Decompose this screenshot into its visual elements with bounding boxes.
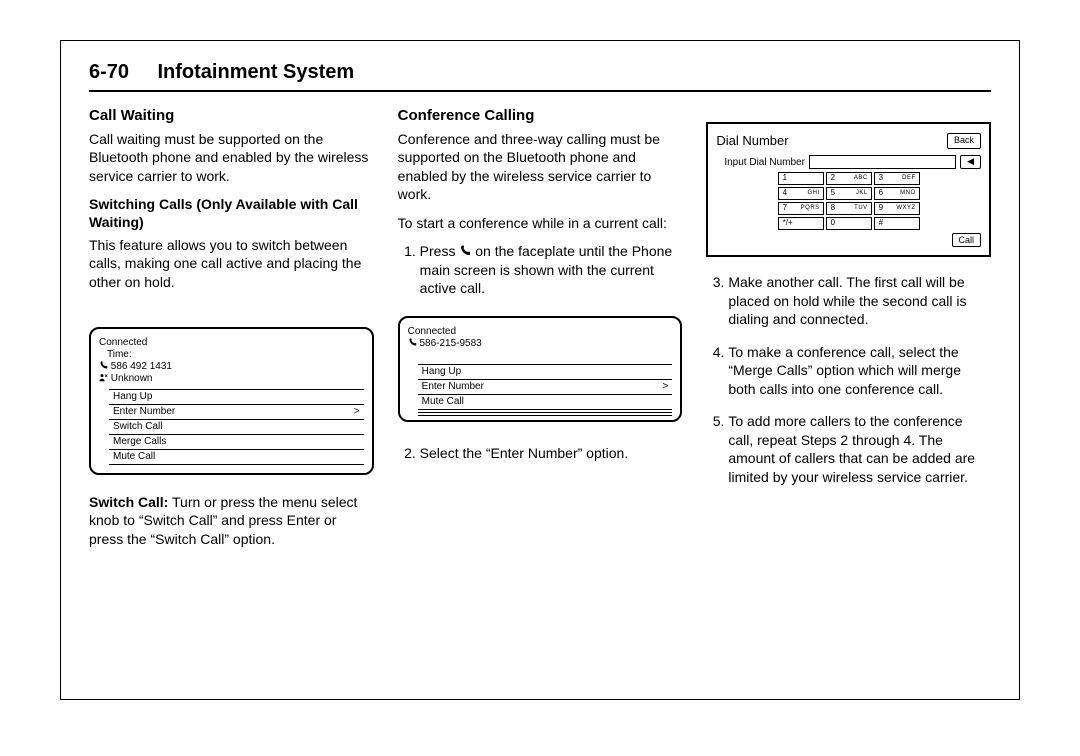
key-hash: #: [874, 217, 920, 230]
menu-mute-call: Mute Call: [418, 395, 673, 410]
chevron-right-icon: >: [354, 406, 360, 418]
status-line: Connected: [99, 337, 364, 349]
dial-title: Dial Number: [716, 132, 788, 149]
phone-number-2: 586-215-9583: [419, 338, 481, 349]
dial-header: Dial Number Back: [716, 132, 981, 149]
menu-enter-number: Enter Number>: [109, 405, 364, 420]
phone-button-icon: [459, 245, 471, 257]
key-7: 7PQRS: [778, 202, 824, 215]
para-call-waiting-intro: Call waiting must be supported on the Bl…: [89, 130, 374, 185]
menu-switch-call: Switch Call: [109, 420, 364, 435]
backspace-button: ◀: [960, 155, 981, 169]
page-number: 6-70: [89, 61, 129, 83]
para-switch-call-instr: Switch Call: Turn or press the menu sele…: [89, 493, 374, 548]
para-conference-intro: Conference and three-way calling must be…: [398, 130, 683, 204]
menu-list-2: Hang Up Enter Number> Mute Call: [418, 364, 673, 416]
time-line: Time:: [99, 349, 364, 361]
phone-number: 586 492 1431: [111, 361, 172, 372]
call-button: Call: [952, 233, 982, 247]
back-button: Back: [947, 133, 981, 149]
phone-icon: [408, 338, 417, 347]
menu-empty: [418, 413, 673, 416]
key-9: 9WXYZ: [874, 202, 920, 215]
heading-call-waiting: Call Waiting: [89, 106, 374, 126]
column-3: Dial Number Back Input Dial Number ◀ 1 2…: [706, 106, 991, 664]
column-2: Conference Calling Conference and three-…: [398, 106, 683, 664]
call-row: Call: [716, 234, 981, 247]
key-3: 3DEF: [874, 172, 920, 185]
key-star: */+: [778, 217, 824, 230]
key-0: 0: [826, 217, 872, 230]
steps-3-5: Make another call. The first call will b…: [706, 273, 991, 486]
page: 6-70 Infotainment System Call Waiting Ca…: [0, 0, 1080, 756]
input-field: [809, 155, 956, 169]
unknown-line: Unknown: [99, 373, 364, 385]
page-border: 6-70 Infotainment System Call Waiting Ca…: [60, 40, 1020, 700]
menu-list: Hang Up Enter Number> Switch Call Merge …: [109, 389, 364, 465]
column-1: Call Waiting Call waiting must be suppor…: [89, 106, 374, 664]
steps-2: Select the “Enter Number” option.: [398, 444, 683, 462]
step-3: Make another call. The first call will b…: [728, 273, 991, 328]
para-to-start: To start a conference while in a current…: [398, 214, 683, 232]
key-1: 1: [778, 172, 824, 185]
menu-hang-up: Hang Up: [418, 364, 673, 380]
keypad: 1 2ABC 3DEF 4GHI 5JKL 6MNO 7PQRS 8TUV: [774, 172, 924, 230]
input-row: Input Dial Number ◀: [716, 155, 981, 169]
status-line-2: Connected: [408, 326, 673, 338]
step-1: Press on the faceplate until the Phone m…: [420, 242, 683, 297]
heading-conference: Conference Calling: [398, 106, 683, 126]
menu-merge-calls: Merge Calls: [109, 435, 364, 450]
menu-enter-number: Enter Number>: [418, 380, 673, 395]
screenshot-connected-call: Connected Time: 586 492 1431 Unknown Han…: [89, 327, 374, 475]
step-5: To add more callers to the conference ca…: [728, 412, 991, 486]
key-8: 8TUV: [826, 202, 872, 215]
key-6: 6MNO: [874, 187, 920, 200]
unknown-label: Unknown: [111, 373, 153, 384]
phone-icon: [99, 361, 108, 370]
key-4: 4GHI: [778, 187, 824, 200]
section-title: Infotainment System: [157, 61, 354, 83]
number-line: 586 492 1431: [99, 361, 364, 373]
screenshot-enter-number: Connected 586-215-9583 Hang Up Enter Num…: [398, 316, 683, 422]
screenshot-dial-number: Dial Number Back Input Dial Number ◀ 1 2…: [706, 122, 991, 257]
number-line-2: 586-215-9583: [408, 338, 673, 350]
subhead-switching-calls: Switching Calls (Only Available with Cal…: [89, 195, 374, 231]
menu-hang-up: Hang Up: [109, 389, 364, 405]
step-4: To make a conference call, select the “M…: [728, 343, 991, 398]
page-header: 6-70 Infotainment System: [89, 61, 991, 92]
columns: Call Waiting Call waiting must be suppor…: [89, 106, 991, 664]
switch-call-label: Switch Call:: [89, 494, 168, 510]
input-label: Input Dial Number: [724, 156, 805, 169]
para-switching-desc: This feature allows you to switch betwee…: [89, 236, 374, 291]
key-2: 2ABC: [826, 172, 872, 185]
step-2: Select the “Enter Number” option.: [420, 444, 683, 462]
key-5: 5JKL: [826, 187, 872, 200]
person-x-icon: [99, 373, 108, 382]
steps-1: Press on the faceplate until the Phone m…: [398, 242, 683, 297]
chevron-right-icon: >: [663, 381, 669, 393]
step1-pre: Press: [420, 243, 460, 259]
menu-mute-call: Mute Call: [109, 450, 364, 465]
